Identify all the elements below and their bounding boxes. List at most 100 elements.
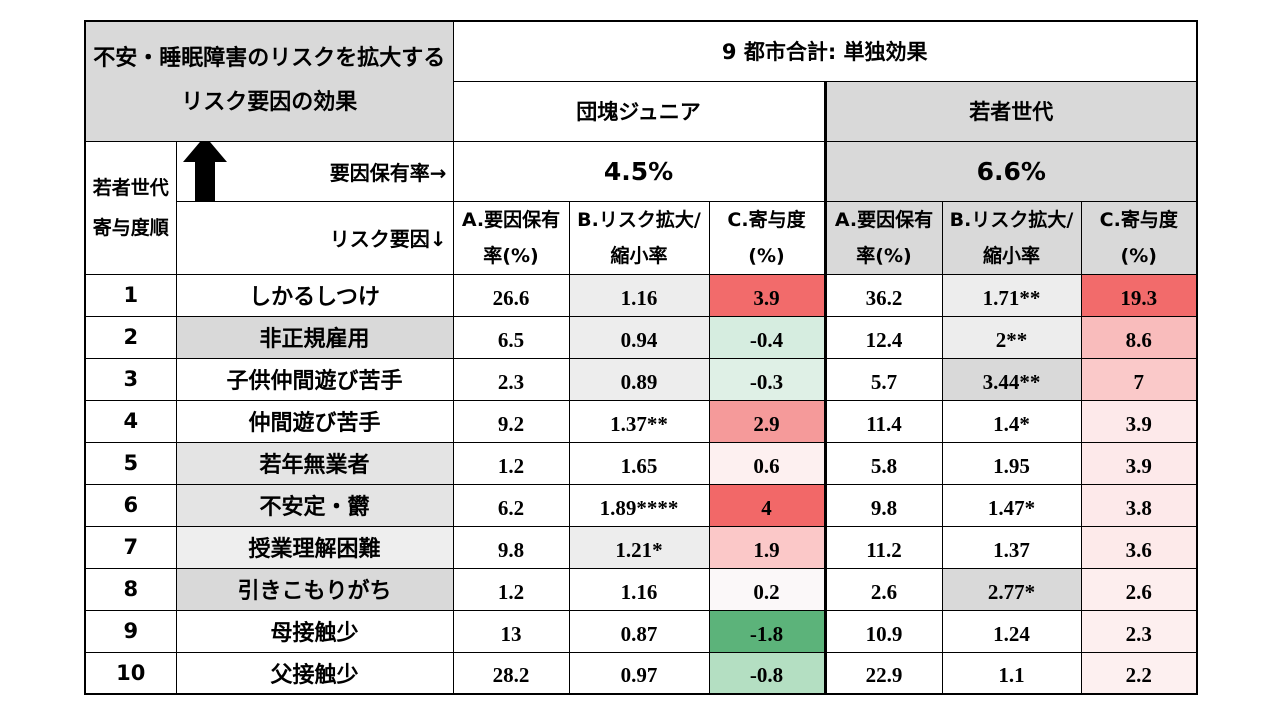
youth-prevalence-cell: 11.4 bbox=[823, 399, 943, 443]
rank-cell: 5 bbox=[84, 441, 177, 485]
dj-contribution-cell: -0.4 bbox=[708, 315, 826, 359]
risk-factor-cell: 若年無業者 bbox=[175, 441, 454, 485]
youth-contribution-cell: 2.3 bbox=[1080, 609, 1198, 653]
dj-prevalence-cell: 1.2 bbox=[452, 567, 570, 611]
youth-risk-ratio-cell: 1.71** bbox=[941, 273, 1082, 317]
risk-factor-cell: 母接触少 bbox=[175, 609, 454, 653]
rank-cell: 1 bbox=[84, 273, 177, 317]
risk-factor-cell: 引きこもりがち bbox=[175, 567, 454, 611]
dj-risk-ratio-cell: 0.94 bbox=[568, 315, 710, 359]
table-row: 9 母接触少 13 0.87 -1.8 10.9 1.24 2.3 bbox=[84, 609, 1198, 653]
youth-prevalence-cell: 22.9 bbox=[823, 651, 943, 695]
youth-contribution-cell: 7 bbox=[1080, 357, 1198, 401]
dj-prevalence-cell: 1.2 bbox=[452, 441, 570, 485]
risk-factor-cell: 子供仲間遊び苦手 bbox=[175, 357, 454, 401]
table-row: 6 不安定・欝 6.2 1.89**** 4 9.8 1.47* 3.8 bbox=[84, 483, 1198, 527]
rank-cell: 9 bbox=[84, 609, 177, 653]
dj-contribution-cell: 0.2 bbox=[708, 567, 826, 611]
rank-cell: 10 bbox=[84, 651, 177, 695]
dj-risk-ratio-cell: 0.97 bbox=[568, 651, 710, 695]
dj-contribution-cell: -0.8 bbox=[708, 651, 826, 695]
dj-prevalence-cell: 26.6 bbox=[452, 273, 570, 317]
table-row: 1 しかるしつけ 26.6 1.16 3.9 36.2 1.71** 19.3 bbox=[84, 273, 1198, 317]
scope-header: 9 都市合計: 単独効果 bbox=[452, 20, 1198, 82]
col-b-header-youth: B.リスク拡大/縮小率 bbox=[941, 200, 1082, 275]
col-a-header: A.要因保有率(%) bbox=[452, 200, 570, 275]
risk-factor-table: 不安・睡眠障害のリスクを拡大するリスク要因の効果 9 都市合計: 単独効果 団塊… bbox=[84, 20, 1198, 695]
col-c-header: C.寄与度(%) bbox=[708, 200, 826, 275]
rank-cell: 6 bbox=[84, 483, 177, 527]
col-a-header-youth: A.要因保有率(%) bbox=[823, 200, 943, 275]
risk-factor-cell: しかるしつけ bbox=[175, 273, 454, 317]
dj-risk-ratio-cell: 1.21* bbox=[568, 525, 710, 569]
dj-risk-ratio-cell: 1.16 bbox=[568, 273, 710, 317]
table-row: 3 子供仲間遊び苦手 2.3 0.89 -0.3 5.7 3.44** 7 bbox=[84, 357, 1198, 401]
group-header-youth: 若者世代 bbox=[823, 80, 1198, 142]
risk-factor-cell: 不安定・欝 bbox=[175, 483, 454, 527]
youth-prevalence-cell: 5.8 bbox=[823, 441, 943, 485]
table-row: 5 若年無業者 1.2 1.65 0.6 5.8 1.95 3.9 bbox=[84, 441, 1198, 485]
dj-prevalence-cell: 2.3 bbox=[452, 357, 570, 401]
dj-contribution-cell: 4 bbox=[708, 483, 826, 527]
youth-prevalence-cell: 12.4 bbox=[823, 315, 943, 359]
youth-prevalence-cell: 9.8 bbox=[823, 483, 943, 527]
rank-cell: 7 bbox=[84, 525, 177, 569]
dj-contribution-cell: 0.6 bbox=[708, 441, 826, 485]
youth-contribution-cell: 19.3 bbox=[1080, 273, 1198, 317]
table-title: 不安・睡眠障害のリスクを拡大するリスク要因の効果 bbox=[84, 20, 454, 142]
dj-contribution-cell: 1.9 bbox=[708, 525, 826, 569]
youth-contribution-cell: 2.2 bbox=[1080, 651, 1198, 695]
youth-prevalence-cell: 11.2 bbox=[823, 525, 943, 569]
youth-risk-ratio-cell: 1.37 bbox=[941, 525, 1082, 569]
youth-risk-ratio-cell: 1.24 bbox=[941, 609, 1082, 653]
col-c-header-youth: C.寄与度(%) bbox=[1080, 200, 1198, 275]
risk-label: リスク要因↓ bbox=[329, 227, 447, 251]
prevalence-label-cell: 要因保有率→ bbox=[175, 140, 454, 202]
dj-contribution-cell: -0.3 bbox=[708, 357, 826, 401]
prevalence-label: 要因保有率→ bbox=[329, 160, 447, 185]
youth-risk-ratio-cell: 2.77* bbox=[941, 567, 1082, 611]
youth-contribution-cell: 8.6 bbox=[1080, 315, 1198, 359]
rank-cell: 8 bbox=[84, 567, 177, 611]
dj-prevalence-cell: 6.2 bbox=[452, 483, 570, 527]
dj-risk-ratio-cell: 1.89**** bbox=[568, 483, 710, 527]
dj-prevalence-cell: 9.2 bbox=[452, 399, 570, 443]
youth-contribution-cell: 3.8 bbox=[1080, 483, 1198, 527]
youth-prevalence-cell: 2.6 bbox=[823, 567, 943, 611]
rank-cell: 3 bbox=[84, 357, 177, 401]
dj-contribution-cell: 2.9 bbox=[708, 399, 826, 443]
dj-risk-ratio-cell: 1.65 bbox=[568, 441, 710, 485]
rank-header: 若者世代寄与度順 bbox=[84, 140, 177, 275]
youth-risk-ratio-cell: 1.4* bbox=[941, 399, 1082, 443]
table-row: 10 父接触少 28.2 0.97 -0.8 22.9 1.1 2.2 bbox=[84, 651, 1198, 695]
youth-contribution-cell: 3.9 bbox=[1080, 399, 1198, 443]
risk-factor-cell: 非正規雇用 bbox=[175, 315, 454, 359]
up-arrow-icon bbox=[182, 142, 227, 200]
youth-risk-ratio-cell: 1.47* bbox=[941, 483, 1082, 527]
prevalence-youth: 6.6% bbox=[823, 140, 1198, 202]
risk-label-cell: リスク要因↓ bbox=[175, 200, 454, 275]
table-row: 2 非正規雇用 6.5 0.94 -0.4 12.4 2** 8.6 bbox=[84, 315, 1198, 359]
youth-contribution-cell: 3.6 bbox=[1080, 525, 1198, 569]
youth-contribution-cell: 3.9 bbox=[1080, 441, 1198, 485]
youth-risk-ratio-cell: 3.44** bbox=[941, 357, 1082, 401]
dj-contribution-cell: -1.8 bbox=[708, 609, 826, 653]
dj-contribution-cell: 3.9 bbox=[708, 273, 826, 317]
rank-cell: 2 bbox=[84, 315, 177, 359]
rank-cell: 4 bbox=[84, 399, 177, 443]
dj-risk-ratio-cell: 1.16 bbox=[568, 567, 710, 611]
col-b-header: B.リスク拡大/縮小率 bbox=[568, 200, 710, 275]
dj-prevalence-cell: 9.8 bbox=[452, 525, 570, 569]
table-row: 4 仲間遊び苦手 9.2 1.37** 2.9 11.4 1.4* 3.9 bbox=[84, 399, 1198, 443]
youth-risk-ratio-cell: 1.1 bbox=[941, 651, 1082, 695]
dj-prevalence-cell: 6.5 bbox=[452, 315, 570, 359]
table-row: 7 授業理解困難 9.8 1.21* 1.9 11.2 1.37 3.6 bbox=[84, 525, 1198, 569]
youth-risk-ratio-cell: 2** bbox=[941, 315, 1082, 359]
dj-prevalence-cell: 13 bbox=[452, 609, 570, 653]
dj-risk-ratio-cell: 0.89 bbox=[568, 357, 710, 401]
youth-prevalence-cell: 36.2 bbox=[823, 273, 943, 317]
risk-factor-cell: 父接触少 bbox=[175, 651, 454, 695]
youth-prevalence-cell: 10.9 bbox=[823, 609, 943, 653]
risk-factor-cell: 授業理解困難 bbox=[175, 525, 454, 569]
group-header-dankai-junior: 団塊ジュニア bbox=[452, 80, 826, 142]
